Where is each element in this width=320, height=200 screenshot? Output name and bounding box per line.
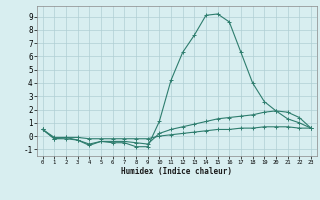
X-axis label: Humidex (Indice chaleur): Humidex (Indice chaleur) <box>121 167 232 176</box>
